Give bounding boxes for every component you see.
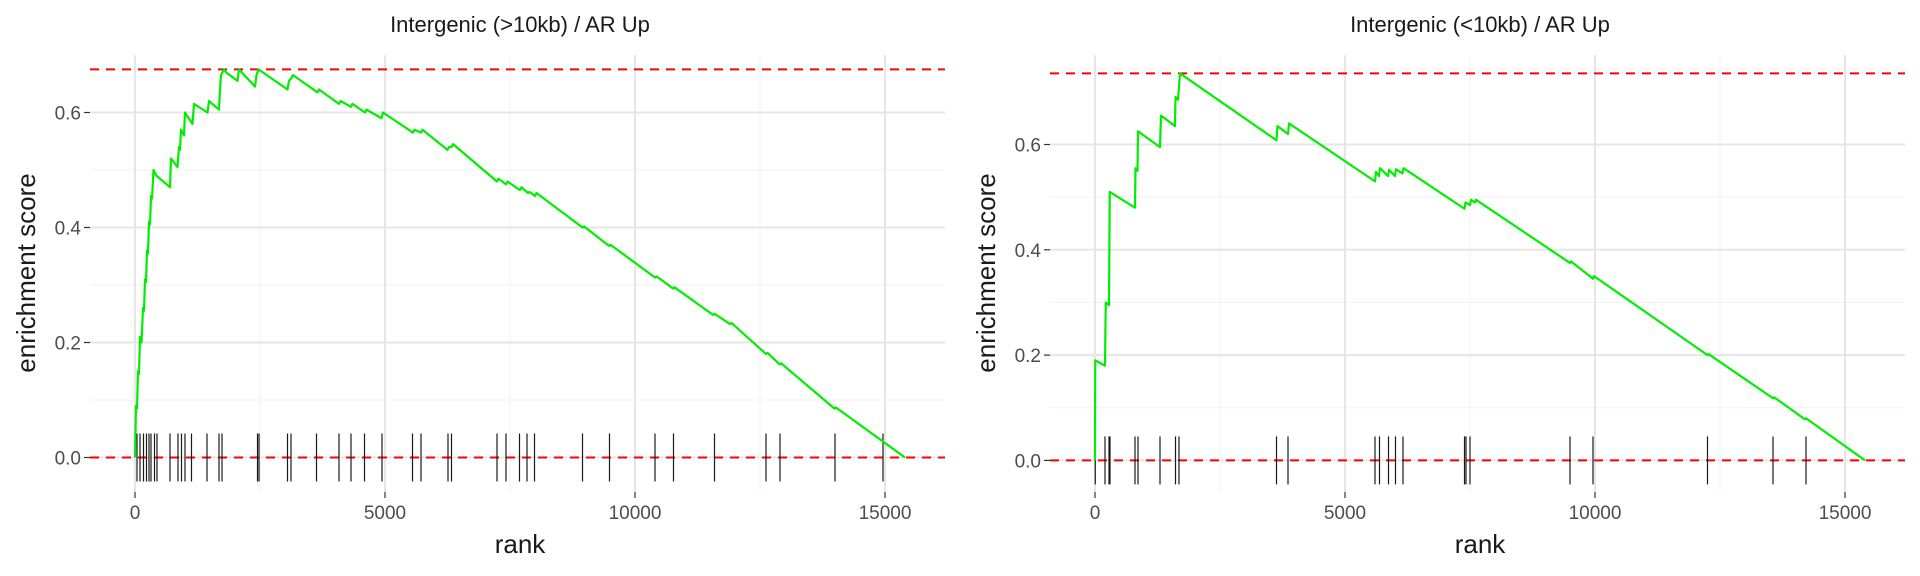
- axis-ticks: [1044, 143, 1846, 498]
- hit-rug: [136, 433, 884, 482]
- panel-intergenic-gt10kb: Intergenic (>10kb) / AR Up 0.00.20.40.6 …: [11, 12, 945, 559]
- panel-title: Intergenic (<10kb) / AR Up: [1350, 12, 1610, 37]
- y-tick-label: 0.0: [55, 449, 81, 470]
- y-tick-label: 0.6: [55, 104, 81, 125]
- axis-ticks: [84, 111, 886, 498]
- hit-rug: [1094, 436, 1807, 485]
- y-tick-label: 0.4: [1015, 241, 1042, 262]
- x-tick-label: 0: [130, 503, 141, 524]
- enrichment-score-line: [133, 68, 906, 459]
- x-tick-label: 0: [1090, 503, 1101, 524]
- x-tick-labels: 0 5000 10000 15000: [130, 503, 912, 524]
- x-tick-label: 5000: [364, 503, 406, 524]
- y-tick-labels: 0.0 0.2 0.4 0.6: [55, 104, 82, 470]
- panel-intergenic-lt10kb: Intergenic (<10kb) / AR Up 0.00.20.40.6 …: [971, 12, 1905, 559]
- reference-lines: [1050, 72, 1905, 462]
- reference-lines: [90, 68, 945, 459]
- y-axis-title: enrichment score: [11, 173, 41, 372]
- x-tick-label: 15000: [859, 503, 912, 524]
- grid: [1050, 55, 1905, 492]
- x-tick-label: 15000: [1819, 503, 1872, 524]
- x-tick-labels: 0 5000 10000 15000: [1090, 503, 1872, 524]
- x-tick-label: 10000: [609, 503, 662, 524]
- y-tick-label: 0.2: [55, 334, 81, 355]
- x-axis-title: rank: [1455, 529, 1507, 559]
- y-axis-title: enrichment score: [971, 173, 1001, 372]
- y-tick-labels: 0.0 0.2 0.4 0.6: [1015, 136, 1042, 473]
- grid: [90, 55, 945, 492]
- panel-title: Intergenic (>10kb) / AR Up: [390, 12, 650, 37]
- y-tick-label: 0.6: [1015, 136, 1041, 157]
- x-axis-title: rank: [495, 529, 547, 559]
- x-tick-label: 10000: [1569, 503, 1622, 524]
- y-tick-label: 0.4: [55, 219, 82, 240]
- x-tick-label: 5000: [1324, 503, 1366, 524]
- enrichment-score-line: [1093, 72, 1866, 462]
- y-tick-label: 0.0: [1015, 451, 1041, 472]
- y-tick-label: 0.2: [1015, 346, 1041, 367]
